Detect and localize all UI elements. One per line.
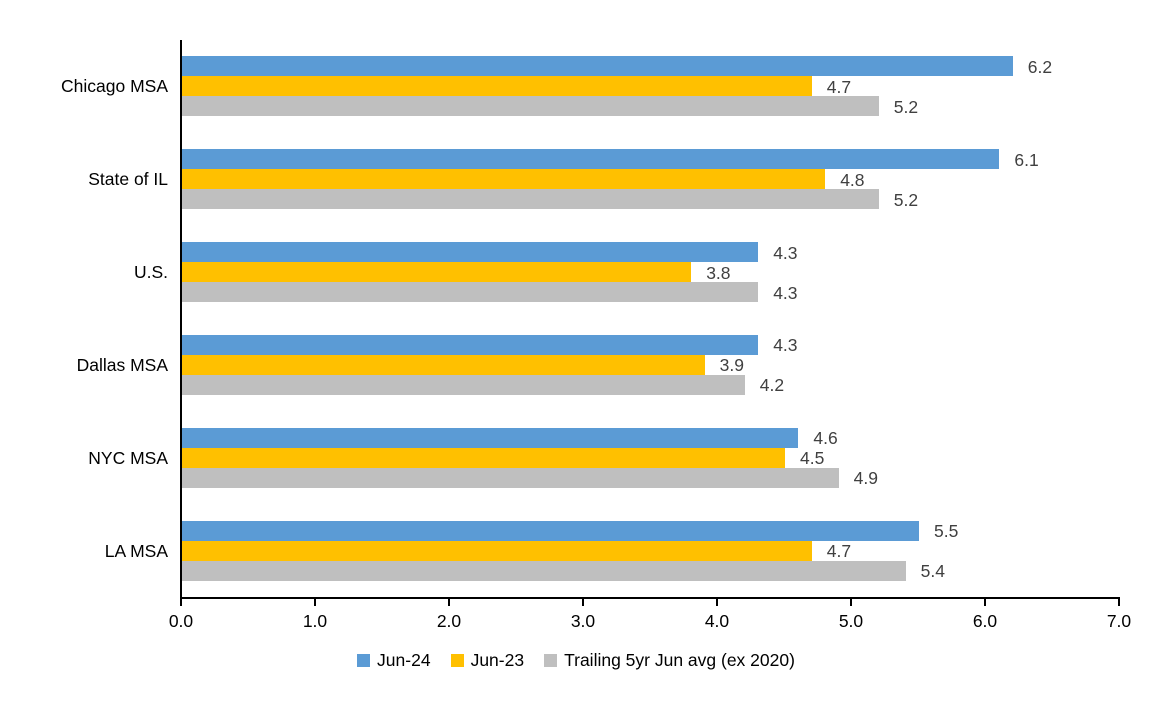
- bar-jun-24-chicago-msa: [182, 56, 1013, 77]
- bar-jun-24-u-s: [182, 242, 759, 263]
- bar-jun-23-dallas-msa: [182, 354, 705, 375]
- data-label-trailing-5yr-jun-avg-ex-2020-u-s: 4.3: [773, 282, 798, 303]
- x-axis-tick-label-2-0: 2.0: [436, 611, 462, 631]
- x-axis-tick-4-0: [716, 599, 718, 606]
- x-axis-tick-label-5-0: 5.0: [838, 611, 864, 631]
- data-label-trailing-5yr-jun-avg-ex-2020-nyc-msa: 4.9: [853, 468, 878, 489]
- bar-trailing-5yr-jun-avg-ex-2020-la-msa: [182, 560, 906, 581]
- x-axis-line: [180, 597, 1120, 599]
- x-axis-tick-5-0: [850, 599, 852, 606]
- legend-item-trailing-5yr-jun-avg-ex-2020: Trailing 5yr Jun avg (ex 2020): [544, 650, 795, 670]
- category-label-u-s: U.S.: [133, 262, 168, 283]
- category-label-la-msa: LA MSA: [104, 540, 168, 561]
- legend-swatch-jun-23: [450, 653, 464, 667]
- category-label-dallas-msa: Dallas MSA: [76, 354, 168, 375]
- data-label-jun-24-nyc-msa: 4.6: [813, 428, 838, 449]
- data-label-trailing-5yr-jun-avg-ex-2020-la-msa: 5.4: [920, 561, 945, 582]
- x-axis-tick-label-6-0: 6.0: [972, 611, 998, 631]
- data-label-jun-24-u-s: 4.3: [773, 242, 798, 263]
- x-axis-tick-label-3-0: 3.0: [570, 611, 596, 631]
- data-label-jun-24-dallas-msa: 4.3: [773, 335, 798, 356]
- bar-trailing-5yr-jun-avg-ex-2020-chicago-msa: [182, 96, 879, 117]
- legend-label-jun-24: Jun-24: [377, 650, 431, 670]
- x-axis-tick-label-7-0: 7.0: [1106, 611, 1132, 631]
- data-label-jun-23-nyc-msa: 4.5: [800, 448, 825, 469]
- x-axis-tick-6-0: [984, 599, 986, 606]
- y-axis-line: [180, 40, 182, 599]
- bar-jun-23-state-of-il: [182, 169, 826, 190]
- data-label-jun-24-chicago-msa: 6.2: [1027, 56, 1053, 77]
- data-label-jun-24-la-msa: 5.5: [934, 521, 959, 542]
- x-axis-tick-7-0: [1118, 599, 1120, 606]
- bar-jun-24-dallas-msa: [182, 334, 759, 355]
- data-label-jun-23-dallas-msa: 3.9: [719, 355, 744, 376]
- data-label-jun-23-u-s: 3.8: [706, 262, 731, 283]
- bar-trailing-5yr-jun-avg-ex-2020-nyc-msa: [182, 467, 839, 488]
- bar-jun-23-u-s: [182, 262, 692, 283]
- bar-jun-24-nyc-msa: [182, 427, 799, 448]
- data-label-trailing-5yr-jun-avg-ex-2020-state-of-il: 5.2: [893, 189, 919, 210]
- legend-item-jun-24: Jun-24: [357, 650, 431, 670]
- data-label-jun-23-chicago-msa: 4.7: [826, 76, 852, 97]
- bar-trailing-5yr-jun-avg-ex-2020-dallas-msa: [182, 374, 745, 395]
- legend-label-trailing-5yr-jun-avg-ex-2020: Trailing 5yr Jun avg (ex 2020): [564, 650, 795, 670]
- bar-jun-24-state-of-il: [182, 149, 1000, 170]
- legend-swatch-trailing-5yr-jun-avg-ex-2020: [544, 653, 558, 667]
- x-axis-tick-1-0: [314, 599, 316, 606]
- data-label-jun-23-state-of-il: 4.8: [840, 169, 865, 190]
- x-axis-tick-2-0: [448, 599, 450, 606]
- x-axis-tick-label-0-0: 0.0: [168, 611, 194, 631]
- data-label-trailing-5yr-jun-avg-ex-2020-chicago-msa: 5.2: [893, 96, 919, 117]
- data-label-jun-23-la-msa: 4.7: [826, 541, 852, 562]
- bar-jun-23-nyc-msa: [182, 447, 785, 468]
- data-label-trailing-5yr-jun-avg-ex-2020-dallas-msa: 4.2: [759, 375, 785, 396]
- category-label-chicago-msa: Chicago MSA: [61, 76, 168, 97]
- x-axis-tick-3-0: [582, 599, 584, 606]
- bar-jun-23-la-msa: [182, 540, 812, 561]
- bar-jun-23-chicago-msa: [182, 76, 812, 97]
- data-label-jun-24-state-of-il: 6.1: [1014, 149, 1039, 170]
- category-label-state-of-il: State of IL: [88, 169, 168, 190]
- x-axis-tick-label-4-0: 4.0: [704, 611, 730, 631]
- legend-label-jun-23: Jun-23: [470, 650, 525, 670]
- category-label-nyc-msa: NYC MSA: [88, 447, 168, 468]
- legend-item-jun-23: Jun-23: [450, 650, 525, 670]
- bar-trailing-5yr-jun-avg-ex-2020-u-s: [182, 282, 759, 303]
- x-axis-tick-0-0: [180, 599, 182, 606]
- legend-swatch-jun-24: [357, 653, 371, 667]
- bar-trailing-5yr-jun-avg-ex-2020-state-of-il: [182, 189, 879, 210]
- bar-jun-24-la-msa: [182, 520, 919, 541]
- legend: Jun-24 Jun-23 Trailing 5yr Jun avg (ex 202…: [0, 650, 1152, 670]
- x-axis-tick-label-1-0: 1.0: [302, 611, 328, 631]
